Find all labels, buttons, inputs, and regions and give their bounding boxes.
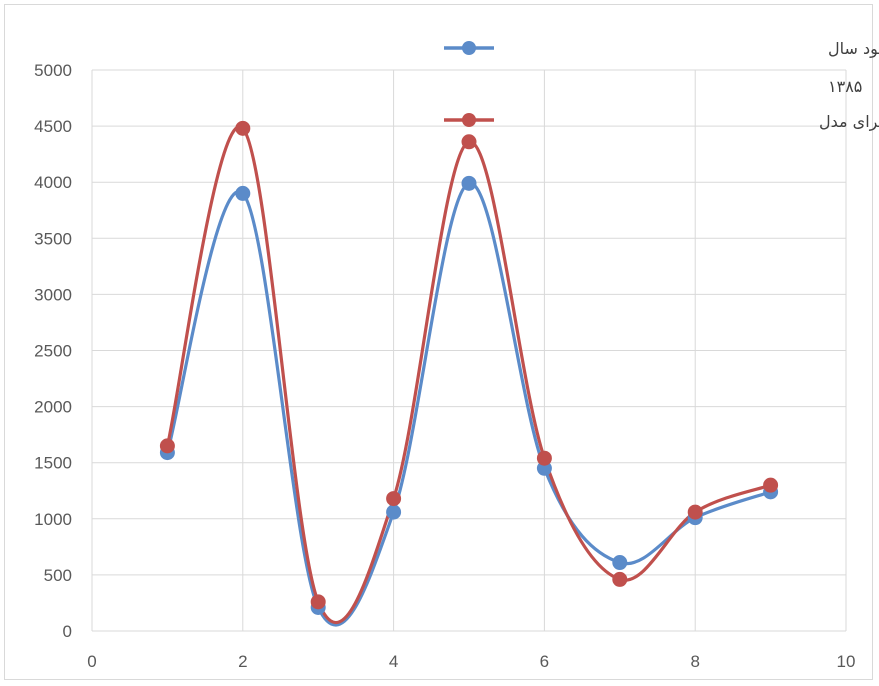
data-point-series-1 [536,450,552,466]
data-point-series-1 [386,491,402,507]
y-tick-label: 4500 [34,117,72,136]
axes: 0 500 1000 1500 2000 2500 3000 3500 4000 4500 5000… [34,61,855,671]
x-tick-label: 2 [238,652,247,671]
data-point-series-1 [310,594,326,610]
data-point-series-0 [612,555,628,571]
legend-label-1: تعداد سلول توسعه یافته پس از اجرای مدل [819,112,879,132]
legend-label-0-line2: ۱۳۸۵ [828,77,862,96]
x-tick-label: 0 [87,652,96,671]
x-tick-label: 6 [540,652,549,671]
data-point-series-1 [461,134,477,150]
legend-swatch-marker-0 [462,41,476,55]
series-points [159,120,779,615]
y-tick-label: 3000 [34,285,72,304]
legend-swatch-marker-1 [462,113,476,127]
series-lines [165,125,772,627]
legend: تعداد سلول توسعه یافته در وضع موجود سال … [444,39,879,132]
data-point-series-1 [687,504,703,520]
y-tick-label: 0 [63,622,72,641]
data-point-series-1 [159,438,175,454]
y-tick-label: 500 [44,566,72,585]
x-tick-label: 4 [389,652,398,671]
data-point-series-1 [763,477,779,493]
data-point-series-1 [235,120,251,136]
series-line-0 [165,181,772,627]
y-tick-label: 1500 [34,454,72,473]
y-tick-label: 5000 [34,61,72,80]
data-point-series-0 [461,175,477,191]
y-tick-label: 3500 [34,229,72,248]
x-tick-label: 10 [837,652,856,671]
chart-frame [4,4,873,680]
y-tick-label: 1000 [34,510,72,529]
x-tick-label: 8 [690,652,699,671]
y-tick-label: 2500 [34,342,72,361]
data-point-series-0 [235,185,251,201]
data-point-series-0 [386,504,402,520]
data-point-series-1 [612,571,628,587]
gridlines [91,69,847,632]
series-line-1 [165,125,772,625]
y-tick-label: 4000 [34,173,72,192]
legend-label-0-line1: تعداد سلول توسعه یافته در وضع موجود سال [828,39,879,59]
y-tick-label: 2000 [34,398,72,417]
